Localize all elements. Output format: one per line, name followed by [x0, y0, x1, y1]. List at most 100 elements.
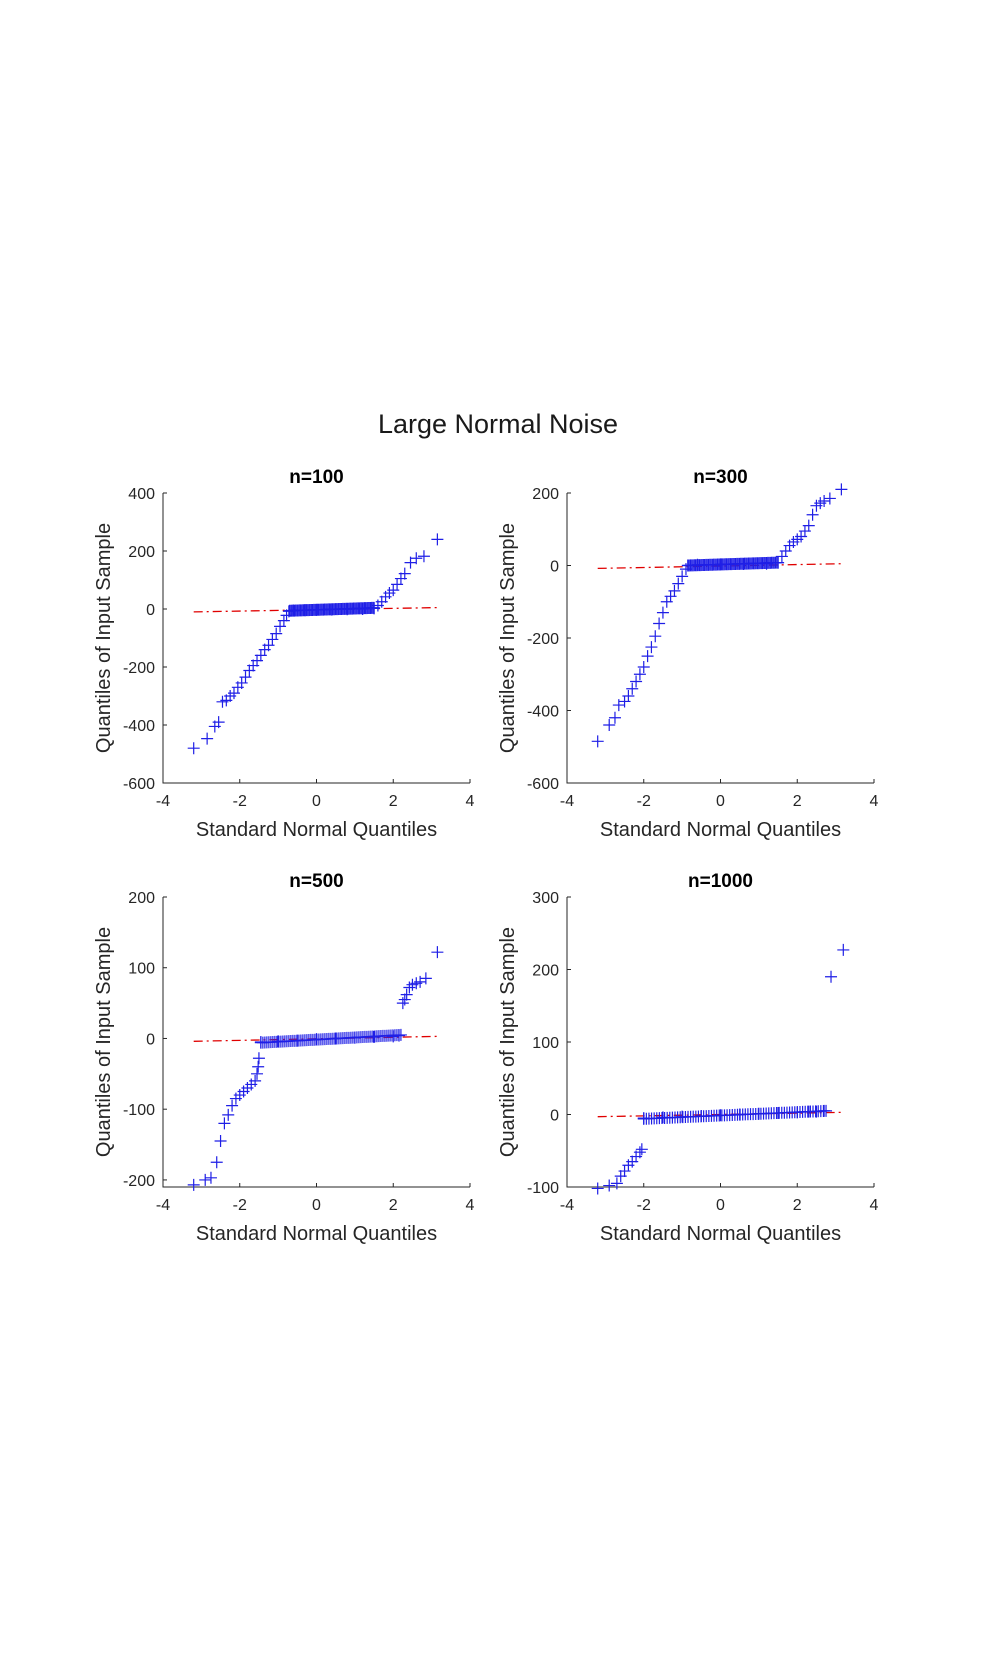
x-axis-label: Standard Normal Quantiles [600, 819, 841, 841]
subplot-4: n=1000 -4 -2 0 2 4 300 200 100 0 -100 Standard Norm… [497, 871, 879, 1245]
y-tick-label: -100 [123, 1102, 155, 1119]
data-point [608, 711, 621, 724]
data-point [668, 584, 681, 597]
data-point [825, 970, 838, 983]
x-tick-label: 2 [389, 1197, 398, 1214]
data-point [252, 1060, 265, 1073]
x-tick-label: 2 [793, 1197, 802, 1214]
axis-lines [162, 493, 470, 784]
data-point [387, 1030, 400, 1043]
x-axis-label: Standard Normal Quantiles [196, 1223, 437, 1245]
data-point [603, 1179, 616, 1192]
data-point [270, 627, 283, 640]
data-point [681, 559, 694, 572]
subplot-title: n=1000 [688, 871, 753, 892]
y-tick-label: 100 [128, 961, 155, 978]
y-tick-label: -100 [527, 1180, 559, 1197]
data-point [806, 508, 819, 521]
x-axis-label: Standard Normal Quantiles [600, 1223, 841, 1245]
data-point [672, 577, 685, 590]
data-point [187, 1178, 200, 1191]
data-point [653, 617, 666, 630]
x-tick-label: 4 [870, 793, 879, 810]
data-point [818, 494, 831, 507]
data-point [772, 1107, 785, 1120]
data-point [622, 690, 635, 702]
subplot-title: n=100 [289, 467, 343, 488]
data-point [249, 1074, 262, 1087]
x-tick-label: -4 [156, 793, 170, 810]
y-tick-label: 200 [128, 890, 155, 907]
x-tick-label: 0 [312, 793, 321, 810]
y-tick-label: 0 [146, 602, 155, 619]
x-tick-label: 4 [870, 1197, 879, 1214]
data-point [239, 671, 252, 684]
axis-lines [566, 493, 874, 784]
data-point [210, 1156, 223, 1169]
y-tick-label: 0 [550, 559, 559, 576]
data-point [695, 1109, 708, 1122]
data-point [752, 1107, 765, 1120]
data-point [837, 943, 850, 956]
data-point [226, 1099, 239, 1112]
x-tick-label: -4 [560, 1197, 574, 1214]
data-point [637, 661, 650, 673]
data-point [818, 1104, 831, 1117]
dense-data-point [394, 1028, 407, 1041]
data-point [254, 1036, 267, 1048]
data-point [277, 614, 290, 627]
x-tick-label: 0 [716, 793, 725, 810]
x-tick-label: -2 [637, 1197, 651, 1214]
data-point [645, 641, 658, 654]
data-point [393, 1029, 406, 1042]
data-point [610, 1177, 623, 1190]
data-point [810, 1105, 823, 1118]
data-point [187, 742, 200, 755]
subplot-3: n=500 -4 -2 0 2 4 200 100 0 -100 -200 Standard Norm… [93, 871, 475, 1245]
data-point [635, 1143, 648, 1156]
y-tick-label: 200 [532, 486, 559, 503]
x-tick-label: 4 [466, 793, 475, 810]
data-point [676, 570, 689, 583]
data-point [630, 675, 643, 688]
data-point [641, 650, 654, 663]
data-point [791, 1106, 804, 1119]
data-point [252, 1052, 265, 1065]
y-tick-label: -400 [123, 718, 155, 735]
data-point [222, 1108, 235, 1121]
data-point [400, 988, 413, 1001]
data-point [348, 1031, 361, 1044]
data-point [591, 1182, 604, 1195]
y-tick-label: 200 [128, 544, 155, 561]
data-point [419, 972, 432, 985]
data-point [310, 603, 323, 616]
data-point [417, 550, 430, 563]
data-point [633, 1146, 646, 1159]
data-point [835, 483, 848, 496]
x-axis-label: Standard Normal Quantiles [196, 819, 437, 841]
data-point [802, 519, 815, 532]
y-axis-label: Quantiles of Input Sample [93, 927, 115, 1157]
y-tick-label: -600 [527, 776, 559, 793]
data-point [398, 993, 411, 1006]
data-point [341, 603, 354, 616]
data-point [772, 556, 785, 569]
data-point [356, 603, 369, 615]
data-point [591, 735, 604, 748]
y-tick-label: -200 [527, 631, 559, 648]
data-point [633, 668, 646, 681]
y-axis-label: Quantiles of Input Sample [497, 927, 519, 1157]
data-point [251, 1067, 264, 1080]
data-point [204, 1171, 217, 1184]
data-point [272, 1035, 285, 1048]
x-tick-label: 2 [793, 793, 802, 810]
data-point [212, 716, 225, 729]
data-point [398, 567, 411, 580]
x-tick-label: 0 [312, 1197, 321, 1214]
subplot-2: n=300 -4 -2 0 2 4 200 0 -200 -400 -600 Standard Nor… [497, 467, 879, 841]
data-point [656, 606, 669, 619]
data-point [287, 604, 300, 617]
data-point [325, 603, 338, 616]
x-tick-label: 2 [389, 793, 398, 810]
